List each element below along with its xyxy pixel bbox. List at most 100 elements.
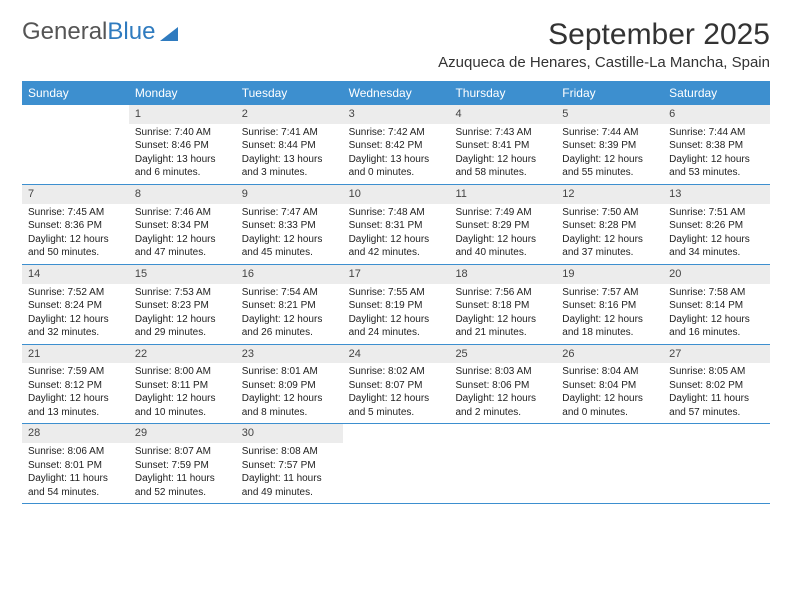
day-body: Sunrise: 8:08 AMSunset: 7:57 PMDaylight:…	[236, 443, 343, 503]
day-sunrise: Sunrise: 7:44 AM	[669, 126, 764, 140]
day-day2: and 6 minutes.	[135, 166, 230, 180]
day-body: Sunrise: 8:00 AMSunset: 8:11 PMDaylight:…	[129, 363, 236, 423]
day-cell: 11Sunrise: 7:49 AMSunset: 8:29 PMDayligh…	[449, 185, 556, 264]
day-day2: and 0 minutes.	[562, 406, 657, 420]
calendar: SundayMondayTuesdayWednesdayThursdayFrid…	[22, 81, 770, 504]
day-body: Sunrise: 7:45 AMSunset: 8:36 PMDaylight:…	[22, 204, 129, 264]
day-day2: and 50 minutes.	[28, 246, 123, 260]
day-number: 9	[236, 185, 343, 204]
month-title: September 2025	[438, 18, 770, 52]
day-day2: and 5 minutes.	[349, 406, 444, 420]
day-number: 21	[22, 345, 129, 364]
day-sunset: Sunset: 8:02 PM	[669, 379, 764, 393]
day-sunrise: Sunrise: 7:52 AM	[28, 286, 123, 300]
day-cell: 27Sunrise: 8:05 AMSunset: 8:02 PMDayligh…	[663, 345, 770, 424]
day-number: 8	[129, 185, 236, 204]
day-sunrise: Sunrise: 7:54 AM	[242, 286, 337, 300]
day-cell: 17Sunrise: 7:55 AMSunset: 8:19 PMDayligh…	[343, 265, 450, 344]
day-number: 26	[556, 345, 663, 364]
day-sunrise: Sunrise: 7:48 AM	[349, 206, 444, 220]
day-day1: Daylight: 12 hours	[242, 392, 337, 406]
logo-text-blue: Blue	[107, 18, 155, 45]
day-number: 28	[22, 424, 129, 443]
day-number: 14	[22, 265, 129, 284]
day-cell: 19Sunrise: 7:57 AMSunset: 8:16 PMDayligh…	[556, 265, 663, 344]
day-day2: and 42 minutes.	[349, 246, 444, 260]
day-day1: Daylight: 11 hours	[135, 472, 230, 486]
day-day1: Daylight: 12 hours	[242, 233, 337, 247]
day-cell: 1Sunrise: 7:40 AMSunset: 8:46 PMDaylight…	[129, 105, 236, 184]
day-number: 23	[236, 345, 343, 364]
day-body: Sunrise: 7:54 AMSunset: 8:21 PMDaylight:…	[236, 284, 343, 344]
day-sunrise: Sunrise: 7:45 AM	[28, 206, 123, 220]
week-row: 14Sunrise: 7:52 AMSunset: 8:24 PMDayligh…	[22, 265, 770, 345]
day-day1: Daylight: 12 hours	[135, 233, 230, 247]
day-sunset: Sunset: 8:09 PM	[242, 379, 337, 393]
day-number: 1	[129, 105, 236, 124]
day-day1: Daylight: 12 hours	[28, 313, 123, 327]
day-cell: 18Sunrise: 7:56 AMSunset: 8:18 PMDayligh…	[449, 265, 556, 344]
day-sunset: Sunset: 8:46 PM	[135, 139, 230, 153]
day-cell: 5Sunrise: 7:44 AMSunset: 8:39 PMDaylight…	[556, 105, 663, 184]
day-day1: Daylight: 12 hours	[669, 153, 764, 167]
day-body: Sunrise: 7:47 AMSunset: 8:33 PMDaylight:…	[236, 204, 343, 264]
location-subtitle: Azuqueca de Henares, Castille-La Mancha,…	[438, 54, 770, 71]
day-cell: 16Sunrise: 7:54 AMSunset: 8:21 PMDayligh…	[236, 265, 343, 344]
day-sunrise: Sunrise: 7:50 AM	[562, 206, 657, 220]
day-number: 24	[343, 345, 450, 364]
day-sunset: Sunset: 8:11 PM	[135, 379, 230, 393]
day-day2: and 34 minutes.	[669, 246, 764, 260]
day-header-cell: Monday	[129, 81, 236, 105]
day-cell: 7Sunrise: 7:45 AMSunset: 8:36 PMDaylight…	[22, 185, 129, 264]
day-number: 22	[129, 345, 236, 364]
day-number: 2	[236, 105, 343, 124]
day-sunrise: Sunrise: 8:06 AM	[28, 445, 123, 459]
day-sunset: Sunset: 8:18 PM	[455, 299, 550, 313]
day-sunrise: Sunrise: 7:44 AM	[562, 126, 657, 140]
day-day1: Daylight: 12 hours	[349, 392, 444, 406]
day-cell	[663, 424, 770, 503]
day-sunrise: Sunrise: 7:55 AM	[349, 286, 444, 300]
day-header-cell: Thursday	[449, 81, 556, 105]
day-header-cell: Friday	[556, 81, 663, 105]
day-sunset: Sunset: 7:57 PM	[242, 459, 337, 473]
day-cell: 20Sunrise: 7:58 AMSunset: 8:14 PMDayligh…	[663, 265, 770, 344]
day-body: Sunrise: 8:03 AMSunset: 8:06 PMDaylight:…	[449, 363, 556, 423]
day-day1: Daylight: 12 hours	[562, 313, 657, 327]
day-day2: and 52 minutes.	[135, 486, 230, 500]
day-cell: 24Sunrise: 8:02 AMSunset: 8:07 PMDayligh…	[343, 345, 450, 424]
day-body: Sunrise: 7:58 AMSunset: 8:14 PMDaylight:…	[663, 284, 770, 344]
day-sunrise: Sunrise: 7:47 AM	[242, 206, 337, 220]
day-day1: Daylight: 13 hours	[135, 153, 230, 167]
day-day1: Daylight: 13 hours	[242, 153, 337, 167]
day-sunrise: Sunrise: 7:49 AM	[455, 206, 550, 220]
day-day1: Daylight: 13 hours	[349, 153, 444, 167]
day-sunrise: Sunrise: 7:56 AM	[455, 286, 550, 300]
day-sunrise: Sunrise: 7:59 AM	[28, 365, 123, 379]
day-sunset: Sunset: 8:04 PM	[562, 379, 657, 393]
day-header-cell: Sunday	[22, 81, 129, 105]
day-sunset: Sunset: 8:06 PM	[455, 379, 550, 393]
day-day2: and 53 minutes.	[669, 166, 764, 180]
day-sunrise: Sunrise: 7:51 AM	[669, 206, 764, 220]
day-day2: and 24 minutes.	[349, 326, 444, 340]
day-day2: and 49 minutes.	[242, 486, 337, 500]
day-sunrise: Sunrise: 8:05 AM	[669, 365, 764, 379]
day-body: Sunrise: 7:46 AMSunset: 8:34 PMDaylight:…	[129, 204, 236, 264]
day-number: 12	[556, 185, 663, 204]
day-body: Sunrise: 8:01 AMSunset: 8:09 PMDaylight:…	[236, 363, 343, 423]
day-sunset: Sunset: 8:26 PM	[669, 219, 764, 233]
day-cell: 12Sunrise: 7:50 AMSunset: 8:28 PMDayligh…	[556, 185, 663, 264]
day-day2: and 58 minutes.	[455, 166, 550, 180]
day-sunrise: Sunrise: 7:46 AM	[135, 206, 230, 220]
logo-text-general: General	[22, 18, 107, 45]
day-day1: Daylight: 12 hours	[455, 233, 550, 247]
day-body: Sunrise: 7:48 AMSunset: 8:31 PMDaylight:…	[343, 204, 450, 264]
logo: GeneralBlue	[22, 18, 178, 46]
week-row: 1Sunrise: 7:40 AMSunset: 8:46 PMDaylight…	[22, 105, 770, 185]
day-sunset: Sunset: 8:41 PM	[455, 139, 550, 153]
day-sunrise: Sunrise: 8:00 AM	[135, 365, 230, 379]
day-day2: and 37 minutes.	[562, 246, 657, 260]
day-day2: and 55 minutes.	[562, 166, 657, 180]
day-day1: Daylight: 12 hours	[455, 313, 550, 327]
